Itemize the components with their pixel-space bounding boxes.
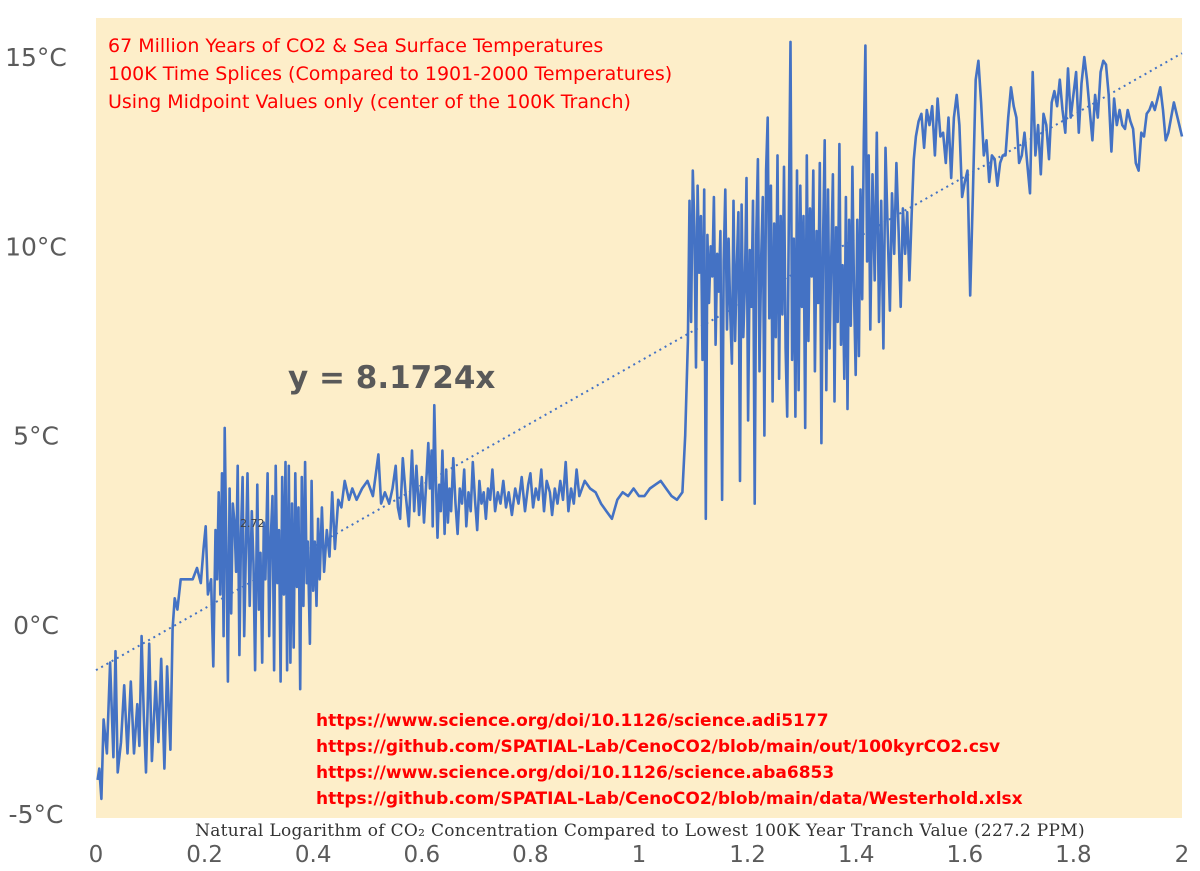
x-tick-label: 0.4 [295, 842, 332, 868]
chart-title-line-2: 100K Time Splices (Compared to 1901-2000… [108, 63, 672, 85]
chart-title-line-3: Using Midpoint Values only (center of th… [108, 91, 631, 113]
x-tick-label: 1.6 [947, 842, 984, 868]
x-tick-label: 1 [632, 842, 647, 868]
x-tick-label: 1.8 [1055, 842, 1092, 868]
x-tick-label: 2 [1175, 842, 1190, 868]
x-tick-label: 0 [89, 842, 104, 868]
x-tick-label: 1.2 [729, 842, 766, 868]
source-link-2[interactable]: https://github.com/SPATIAL-Lab/CenoCO2/b… [316, 737, 1000, 757]
chart-title-line-1: 67 Million Years of CO2 & Sea Surface Te… [108, 35, 603, 57]
source-link-4[interactable]: https://github.com/SPATIAL-Lab/CenoCO2/b… [316, 789, 1023, 809]
source-link-3[interactable]: https://www.science.org/doi/10.1126/scie… [316, 763, 834, 783]
y-tick-label: 15°C [5, 43, 67, 72]
x-tick-label: 0.6 [404, 842, 441, 868]
y-tick-label: -5°C [9, 800, 64, 829]
x-axis-label: Natural Logarithm of CO₂ Concentration C… [195, 821, 1085, 841]
trendline-equation: y = 8.1724x [288, 360, 495, 396]
data-label: 2.72 [240, 517, 265, 530]
x-tick-label: 0.2 [186, 842, 223, 868]
y-tick-label: 0°C [13, 611, 59, 640]
series-line-temperature [96, 40, 1184, 801]
x-tick-label: 0.8 [512, 842, 549, 868]
plot-area [96, 18, 1182, 818]
y-tick-label: 5°C [13, 422, 59, 451]
source-link-1[interactable]: https://www.science.org/doi/10.1126/scie… [316, 711, 829, 731]
trendline [95, 52, 1183, 672]
x-tick-label: 1.4 [838, 842, 875, 868]
y-tick-label: 10°C [5, 232, 67, 261]
